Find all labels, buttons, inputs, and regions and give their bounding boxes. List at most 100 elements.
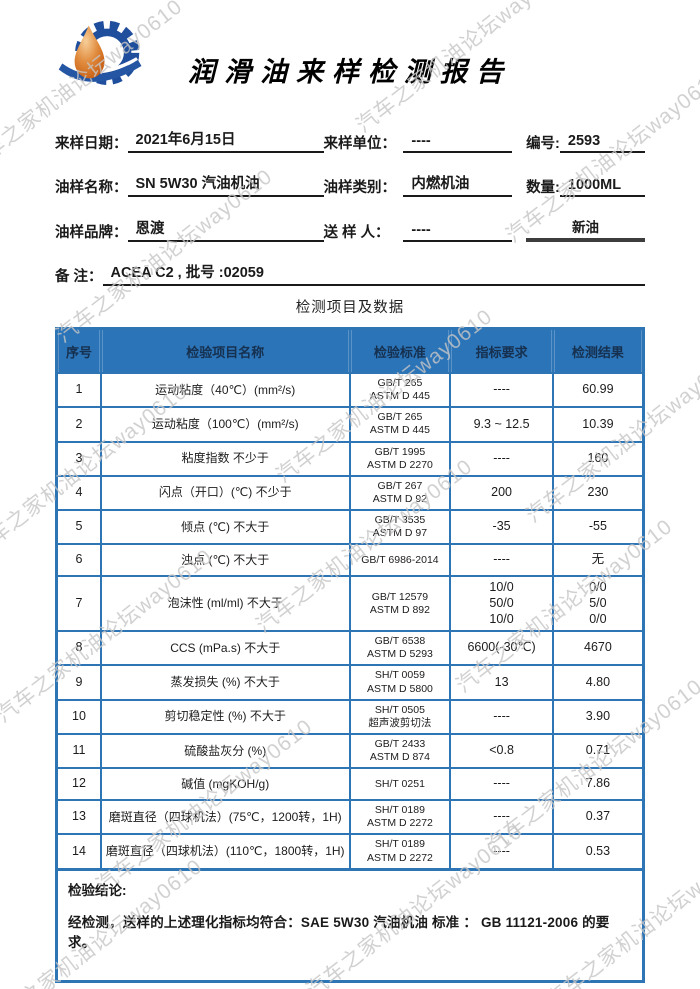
seq-cell: 3	[55, 440, 102, 477]
table-row: 2 运动粘度（100℃）(mm²/s) GB/T 265 ASTM D 445 9.3 …	[55, 406, 645, 443]
result-cell: 7.86	[551, 767, 645, 802]
seq-cell: 9	[55, 664, 102, 701]
standard-cell: GB/T 3535 ASTM D 97	[348, 508, 452, 546]
standard-cell: GB/T 6986-2014	[348, 543, 452, 578]
seq-cell: 11	[55, 732, 102, 770]
name-cell: 剪切稳定性 (%) 不大于	[99, 698, 351, 735]
name-cell: 碱值 (mgKOH/g)	[99, 767, 351, 802]
name-cell: 运动粘度（40℃）(mm²/s)	[99, 371, 351, 409]
table-row: 14 磨斑直径（四球机法）(110℃，1800转，1H) SH/T 0189 ASTM…	[55, 833, 645, 871]
seq-cell: 13	[55, 799, 102, 836]
standard-cell: GB/T 1995 ASTM D 2270	[348, 440, 452, 477]
requirement-cell: ----	[449, 799, 554, 836]
column-header: 检测结果	[551, 328, 645, 374]
section-title: 检测项目及数据	[295, 300, 405, 316]
remark-row: 备 注： ACEA C2 , 批号 :02059	[55, 261, 645, 286]
name-cell: 倾点 (℃) 不大于	[99, 508, 351, 546]
table-row: 6 浊点 (℃) 不大于 GB/T 6986-2014 ---- 无	[55, 543, 645, 578]
field-label: 油样品牌：	[55, 225, 128, 241]
field-label: 油样类别：	[323, 180, 397, 196]
requirement-cell: -35	[449, 508, 554, 546]
name-cell: 硫酸盐灰分 (%)	[99, 732, 351, 770]
standard-cell: GB/T 265 ASTM D 445	[348, 371, 452, 409]
table-row: 4 闪点（开口）(℃) 不少于 GB/T 267 ASTM D 92 200 230	[55, 474, 645, 512]
table-row: 10 剪切稳定性 (%) 不大于 SH/T 0505 超声波剪切法 ---- 3.90	[55, 698, 645, 735]
table-header: 序号 检验项目名称 检验标准 指标要求 检测结果	[55, 328, 645, 374]
field-label: 编号:	[526, 136, 560, 152]
result-cell: 4670	[551, 630, 645, 667]
name-cell: 粘度指数 不少于	[99, 440, 351, 477]
standard-cell: SH/T 0059 ASTM D 5800	[348, 664, 452, 701]
table-row: 3 粘度指数 不少于 GB/T 1995 ASTM D 2270 ---- 160	[55, 440, 645, 477]
result-cell: 4.80	[551, 664, 645, 701]
table-row: 11 硫酸盐灰分 (%) GB/T 2433 ASTM D 874 <0.8 0.71	[55, 732, 645, 770]
requirement-cell: 6600(-30℃)	[449, 630, 554, 667]
seq-cell: 12	[55, 767, 102, 802]
conclusion-box: 检验结论: 经检测，送样的上述理化指标均符合：SAE 5W30 汽油机油 标准 …	[55, 870, 645, 983]
table-row: 13 磨斑直径（四球机法）(75℃，1200转，1H) SH/T 0189 ASTM …	[55, 799, 645, 836]
field-label: 送 样 人：	[323, 225, 390, 241]
name-cell: 运动粘度（100℃）(mm²/s)	[99, 406, 351, 443]
column-header: 检验项目名称	[99, 328, 351, 374]
name-cell: 泡沫性 (ml/ml) 不大于	[99, 575, 351, 633]
table-row: 7 泡沫性 (ml/ml) 不大于 GB/T 12579 ASTM D 892 10/0…	[55, 575, 645, 633]
standard-cell: GB/T 6538 ASTM D 5293	[348, 630, 452, 667]
field-value: ----	[403, 133, 513, 153]
name-cell: CCS (mPa.s) 不大于	[99, 630, 351, 667]
oil-drop-gear-logo-icon	[58, 20, 142, 85]
requirement-cell: ----	[449, 543, 554, 578]
name-cell: 闪点（开口）(℃) 不少于	[99, 474, 351, 512]
standard-cell: SH/T 0251	[348, 767, 452, 802]
table-header-row: 序号 检验项目名称 检验标准 指标要求 检测结果	[55, 328, 645, 374]
column-header: 检验标准	[348, 328, 452, 374]
form-right-group: 数量: 1000ML	[526, 176, 646, 197]
field-value: 2021年6月15日	[127, 128, 324, 153]
result-cell: 3.90	[551, 698, 645, 735]
conclusion-title: 检验结论:	[68, 882, 127, 898]
field-label: 来样日期：	[55, 136, 128, 152]
report-header: 润滑油来样检测报告	[55, 0, 645, 116]
requirement-cell: ----	[449, 371, 554, 409]
requirement-cell: 200	[449, 474, 554, 512]
standard-cell: SH/T 0189 ASTM D 2272	[348, 833, 452, 871]
result-cell: 无	[551, 543, 645, 578]
field-value: SN 5W30 汽油机油	[127, 172, 324, 197]
form-row: 油样品牌： 恩渡送 样 人： ---- 新油	[55, 216, 646, 242]
form-right-group: 新油	[526, 216, 646, 242]
seq-cell: 1	[55, 371, 102, 409]
table-row: 8 CCS (mPa.s) 不大于 GB/T 6538 ASTM D 5293 6600…	[55, 630, 645, 667]
seq-cell: 4	[55, 474, 102, 512]
result-cell: 230	[551, 474, 645, 512]
name-cell: 磨斑直径（四球机法）(75℃，1200转，1H)	[99, 799, 351, 836]
field-value: 1000ML	[559, 177, 646, 197]
test-results-table: 序号 检验项目名称 检验标准 指标要求 检测结果 1 运动粘度（40℃）(mm²/s) GB…	[55, 327, 645, 871]
field-value: 恩渡	[127, 217, 324, 242]
conclusion-body: 经检测，送样的上述理化指标均符合：SAE 5W30 汽油机油 标准 ： GB 1…	[68, 914, 610, 950]
requirement-cell: <0.8	[449, 732, 554, 770]
name-cell: 浊点 (℃) 不大于	[99, 543, 351, 578]
column-header: 指标要求	[449, 328, 554, 374]
seq-cell: 6	[55, 543, 102, 578]
sample-info-form: 来样日期： 2021年6月15日 来样单位： ---- 编号: 2593 油样名称： SN 5…	[55, 116, 646, 242]
field-label: 油样名称：	[55, 180, 128, 196]
field-value: 内燃机油	[403, 172, 513, 197]
table-row: 9 蒸发损失 (%) 不大于 SH/T 0059 ASTM D 5800 13 4.80	[55, 664, 645, 701]
result-cell: -55	[551, 508, 645, 546]
seq-cell: 14	[55, 833, 102, 871]
form-right-group: 编号: 2593	[526, 132, 646, 153]
field-value: ----	[403, 222, 513, 242]
result-cell: 0.53	[551, 833, 645, 871]
result-cell: 0.37	[551, 799, 645, 836]
standard-cell: GB/T 2433 ASTM D 874	[348, 732, 452, 770]
page-title: 润滑油来样检测报告	[188, 57, 512, 88]
requirement-cell: 13	[449, 664, 554, 701]
standard-cell: GB/T 265 ASTM D 445	[348, 406, 452, 443]
name-cell: 磨斑直径（四球机法）(110℃，1800转，1H)	[99, 833, 351, 871]
requirement-cell: ----	[449, 833, 554, 871]
result-cell: 0/0 5/0 0/0	[551, 575, 645, 633]
standard-cell: GB/T 267 ASTM D 92	[348, 474, 452, 512]
field-value: 2593	[559, 133, 646, 153]
seq-cell: 10	[55, 698, 102, 735]
result-cell: 60.99	[551, 371, 645, 409]
